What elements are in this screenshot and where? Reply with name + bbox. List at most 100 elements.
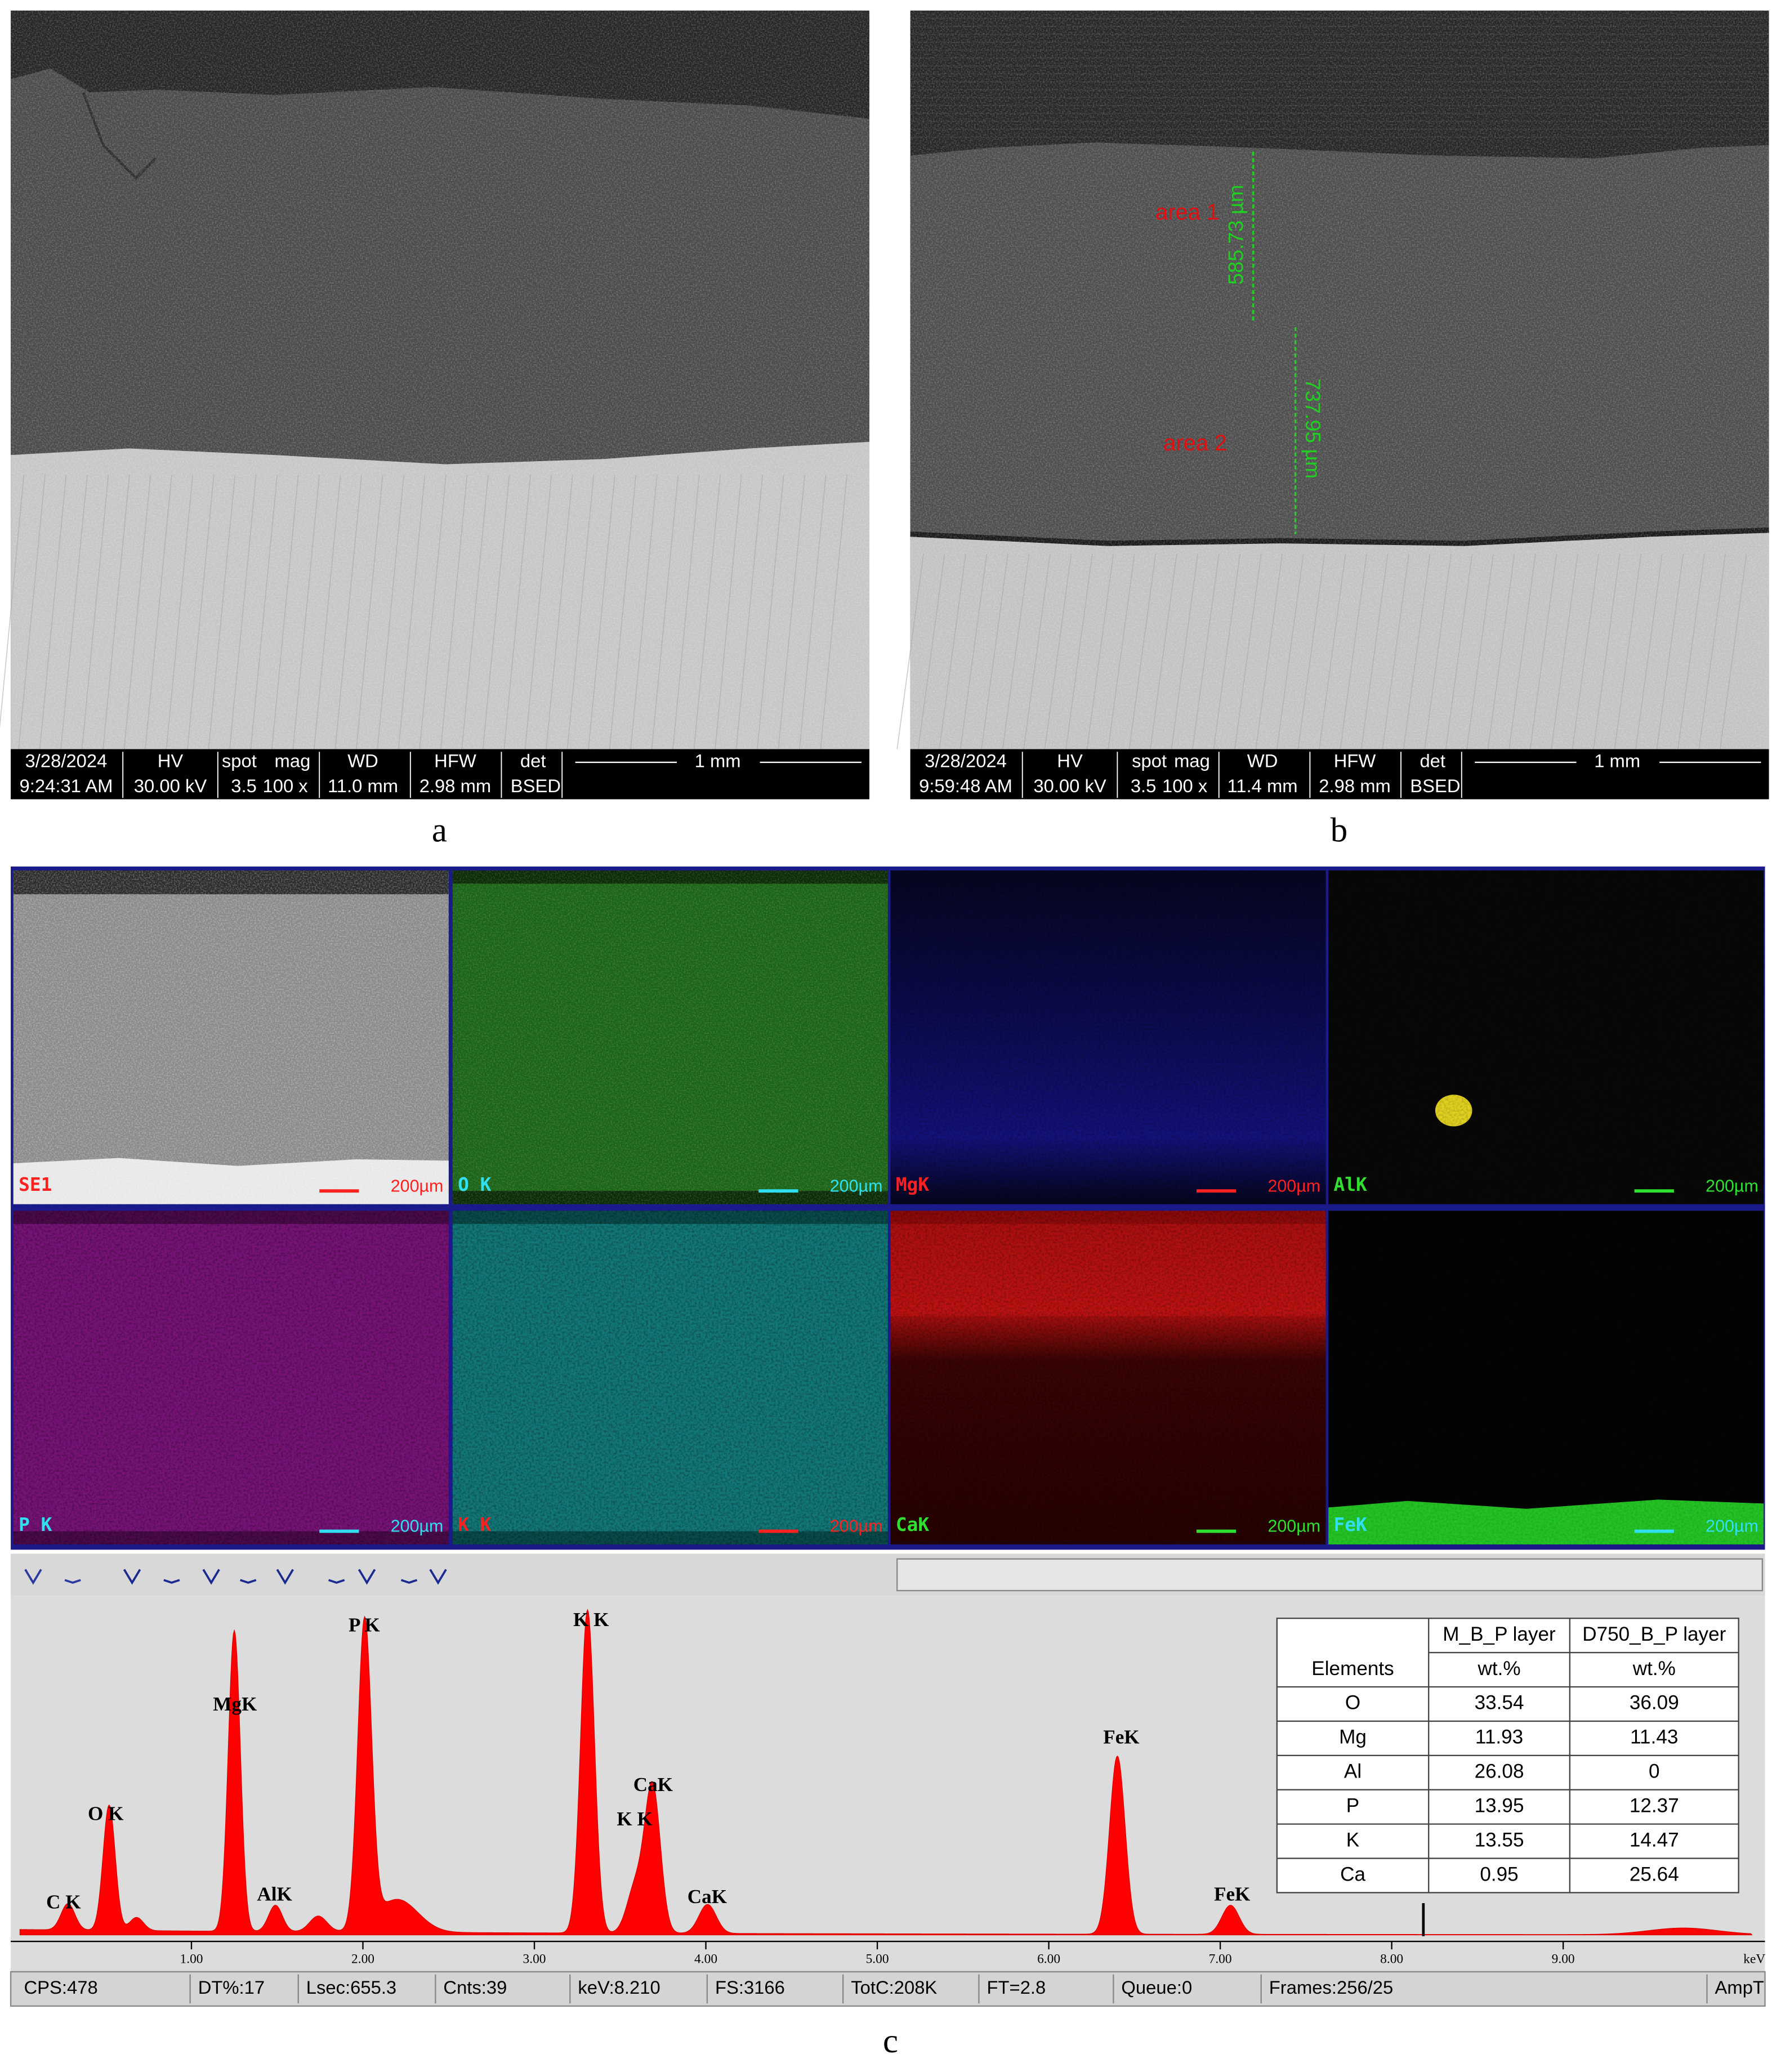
sem-polish-line	[102, 475, 130, 749]
toolbar-icon[interactable]	[240, 1579, 257, 1584]
toolbar-icon[interactable]	[276, 1569, 294, 1585]
table-cell: 11.93	[1475, 1726, 1523, 1748]
sem-polish-line	[81, 475, 109, 749]
toolbar-icon[interactable]	[24, 1569, 42, 1585]
info-text: HFW	[434, 751, 476, 771]
table-column-header: M_B_P layer	[1443, 1623, 1556, 1645]
map-scale-label: 200µm	[1267, 1517, 1320, 1536]
sem-polish-line	[334, 475, 362, 749]
peak-label: AlK	[257, 1883, 292, 1905]
map-texture	[13, 870, 449, 1204]
sem-polish-line	[1403, 553, 1431, 749]
map-scale-label: 200µm	[830, 1517, 883, 1536]
table-cell: 13.55	[1475, 1829, 1524, 1851]
status-text: Lsec:655.3	[306, 1977, 396, 1998]
toolbar-icon[interactable]	[163, 1579, 180, 1584]
peak-label: K K	[573, 1609, 609, 1631]
sem-polish-line	[355, 475, 383, 749]
sem-polish-line	[524, 475, 552, 749]
status-text: AmpT	[1715, 1977, 1764, 1998]
map-texture	[452, 870, 888, 1204]
sem-polish-line	[1108, 553, 1135, 749]
toolbar-icon[interactable]	[328, 1579, 345, 1584]
sem-polish-line	[1086, 553, 1114, 749]
peak-label: MgK	[213, 1693, 257, 1715]
info-text: 2.98 mm	[1319, 775, 1391, 796]
info-text: 30.00 kV	[1033, 775, 1106, 796]
info-text: 9:59:48 AM	[919, 775, 1012, 796]
x-unit: keV	[1743, 1952, 1765, 1966]
sem-polish-line	[1192, 553, 1220, 749]
status-text: Queue:0	[1121, 1977, 1192, 1998]
x-tick-label: 5.00	[866, 1952, 889, 1966]
sem-polish-line	[123, 475, 151, 749]
sem-polish-line	[820, 475, 848, 749]
sem-polish-line	[1656, 553, 1684, 749]
table-cell: 36.09	[1630, 1692, 1679, 1714]
spectrum-trace	[19, 1609, 1753, 1936]
element-map	[13, 1211, 449, 1545]
element-map	[13, 870, 449, 1204]
map-scale-label: 200µm	[1706, 1517, 1758, 1536]
x-tick-label: 4.00	[694, 1952, 717, 1966]
sem-polish-line	[778, 475, 806, 749]
toolbar-icon[interactable]	[358, 1569, 376, 1585]
map-texture	[890, 1211, 1326, 1545]
table-cell: 14.47	[1630, 1829, 1679, 1851]
sem-texture	[11, 10, 870, 749]
element-map	[452, 870, 888, 1204]
sem-polish-line	[1445, 553, 1473, 749]
sem-polish-line	[1614, 553, 1642, 749]
sem-polish-line	[39, 475, 67, 749]
sem-image	[0, 10, 870, 749]
toolbar-icon[interactable]	[123, 1569, 141, 1585]
info-text: 2.98 mm	[419, 775, 492, 796]
sem-polish-line	[1360, 553, 1389, 749]
toolbar-icon[interactable]	[64, 1579, 81, 1584]
sem-polish-line	[1551, 553, 1578, 749]
info-text: 100 x	[1162, 775, 1208, 796]
toolbar-icon[interactable]	[400, 1579, 418, 1584]
element-map	[890, 1211, 1326, 1545]
area-label: area 2	[1163, 431, 1227, 456]
info-text: BSED	[1410, 775, 1460, 796]
sem-polish-line	[981, 553, 1008, 749]
table-cell: Al	[1344, 1761, 1362, 1783]
info-text: det	[1420, 751, 1445, 771]
peak-label: FeK	[1214, 1883, 1251, 1905]
map-texture	[890, 870, 1326, 1204]
sem-polish-line	[250, 475, 278, 749]
peak-label: K K	[617, 1808, 653, 1830]
sem-polish-line	[1424, 553, 1452, 749]
element-map	[452, 1211, 888, 1545]
map-texture	[452, 1211, 888, 1545]
status-text: keV:8.210	[578, 1977, 660, 1998]
map-texture	[1328, 1211, 1764, 1545]
info-text: 3/28/2024	[25, 751, 108, 771]
x-tick-label: 6.00	[1037, 1952, 1060, 1966]
sem-polish-line	[715, 475, 742, 749]
x-tick-label: 1.00	[180, 1952, 203, 1966]
toolbar-icon[interactable]	[429, 1569, 447, 1585]
info-text: 11.0 mm	[328, 775, 398, 796]
info-text: spot	[1132, 751, 1167, 771]
sem-polish-line	[588, 475, 615, 749]
status-text: Cnts:39	[443, 1977, 507, 1998]
sem-polish-line	[1044, 553, 1072, 749]
info-text: 3.5	[1131, 775, 1157, 796]
map-scale-label: 200µm	[830, 1176, 883, 1195]
sem-polish-line	[1065, 553, 1093, 749]
info-text: WD	[1247, 751, 1278, 771]
panel-label: b	[1331, 811, 1347, 849]
info-text: spot	[222, 751, 257, 771]
info-text: BSED	[511, 775, 561, 796]
status-text: TotC:208K	[851, 1977, 937, 1998]
sem-polish-line	[0, 475, 25, 729]
toolbar-icon[interactable]	[202, 1569, 220, 1585]
sem-polish-line	[60, 475, 88, 749]
status-text: FS:3166	[715, 1977, 785, 1998]
sem-polish-line	[229, 475, 257, 749]
sem-polish-line	[1002, 553, 1030, 749]
sem-polish-line	[566, 475, 595, 749]
map-element-label: P K	[19, 1514, 52, 1535]
